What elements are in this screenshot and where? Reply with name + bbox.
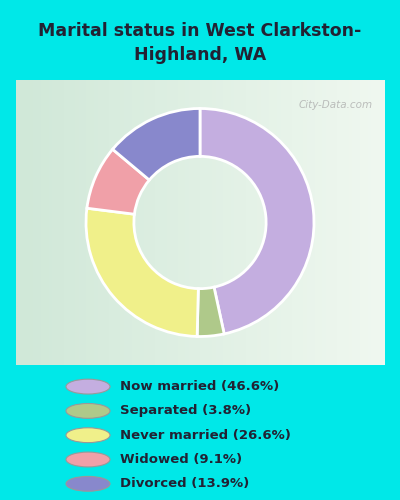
Wedge shape <box>113 108 200 180</box>
Text: City-Data.com: City-Data.com <box>299 100 373 110</box>
Text: Separated (3.8%): Separated (3.8%) <box>120 404 251 417</box>
Circle shape <box>66 404 110 418</box>
Text: Now married (46.6%): Now married (46.6%) <box>120 380 279 393</box>
Circle shape <box>66 476 110 491</box>
Wedge shape <box>197 287 224 337</box>
Text: Never married (26.6%): Never married (26.6%) <box>120 428 291 442</box>
Wedge shape <box>86 208 198 336</box>
Text: Divorced (13.9%): Divorced (13.9%) <box>120 478 249 490</box>
Text: Widowed (9.1%): Widowed (9.1%) <box>120 453 242 466</box>
Circle shape <box>66 379 110 394</box>
Text: Marital status in West Clarkston-
Highland, WA: Marital status in West Clarkston- Highla… <box>38 22 362 64</box>
Wedge shape <box>87 150 149 214</box>
Circle shape <box>66 452 110 467</box>
Circle shape <box>66 428 110 442</box>
Wedge shape <box>200 108 314 334</box>
